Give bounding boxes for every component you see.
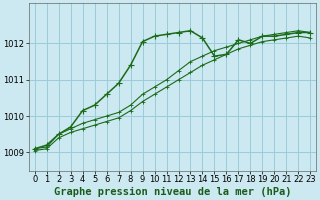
X-axis label: Graphe pression niveau de la mer (hPa): Graphe pression niveau de la mer (hPa) (54, 186, 291, 197)
